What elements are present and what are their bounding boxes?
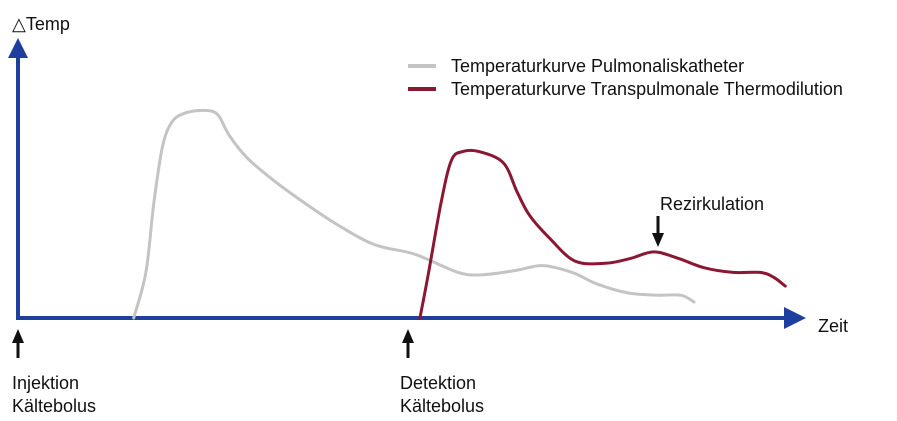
injektion-line-1: Injektion <box>12 373 80 393</box>
series-line-transpulmonale-thermodilution <box>418 148 787 320</box>
legend: Temperaturkurve Pulmonaliskatheter Tempe… <box>408 56 843 99</box>
detektion-line-2: Kältebolus <box>400 396 485 416</box>
injektion-annotation: Injektion Kältebolus <box>12 372 96 418</box>
detektion-annotation: Detektion Kältebolus <box>400 372 484 418</box>
y-axis-label: △Temp <box>12 14 70 34</box>
detektion-arrow-icon <box>402 329 414 358</box>
y-axis-arrowhead <box>8 38 28 58</box>
x-axis-label: Zeit <box>818 316 849 336</box>
injektion-line-2: Kältebolus <box>12 396 97 416</box>
legend-label-pulmonaliskatheter: Temperaturkurve Pulmonaliskatheter <box>451 56 744 76</box>
detektion-line-1: Detektion <box>400 373 477 393</box>
rezirkulation-arrow-icon <box>652 216 664 247</box>
series-line-pulmonaliskatheter <box>132 108 696 320</box>
rezirkulation-annotation: Rezirkulation <box>660 194 765 214</box>
legend-label-transpulmonale-thermodilution: Temperaturkurve Transpulmonale Thermodil… <box>451 79 843 99</box>
x-axis-arrowhead <box>784 307 806 329</box>
injektion-arrow-icon <box>12 329 24 358</box>
